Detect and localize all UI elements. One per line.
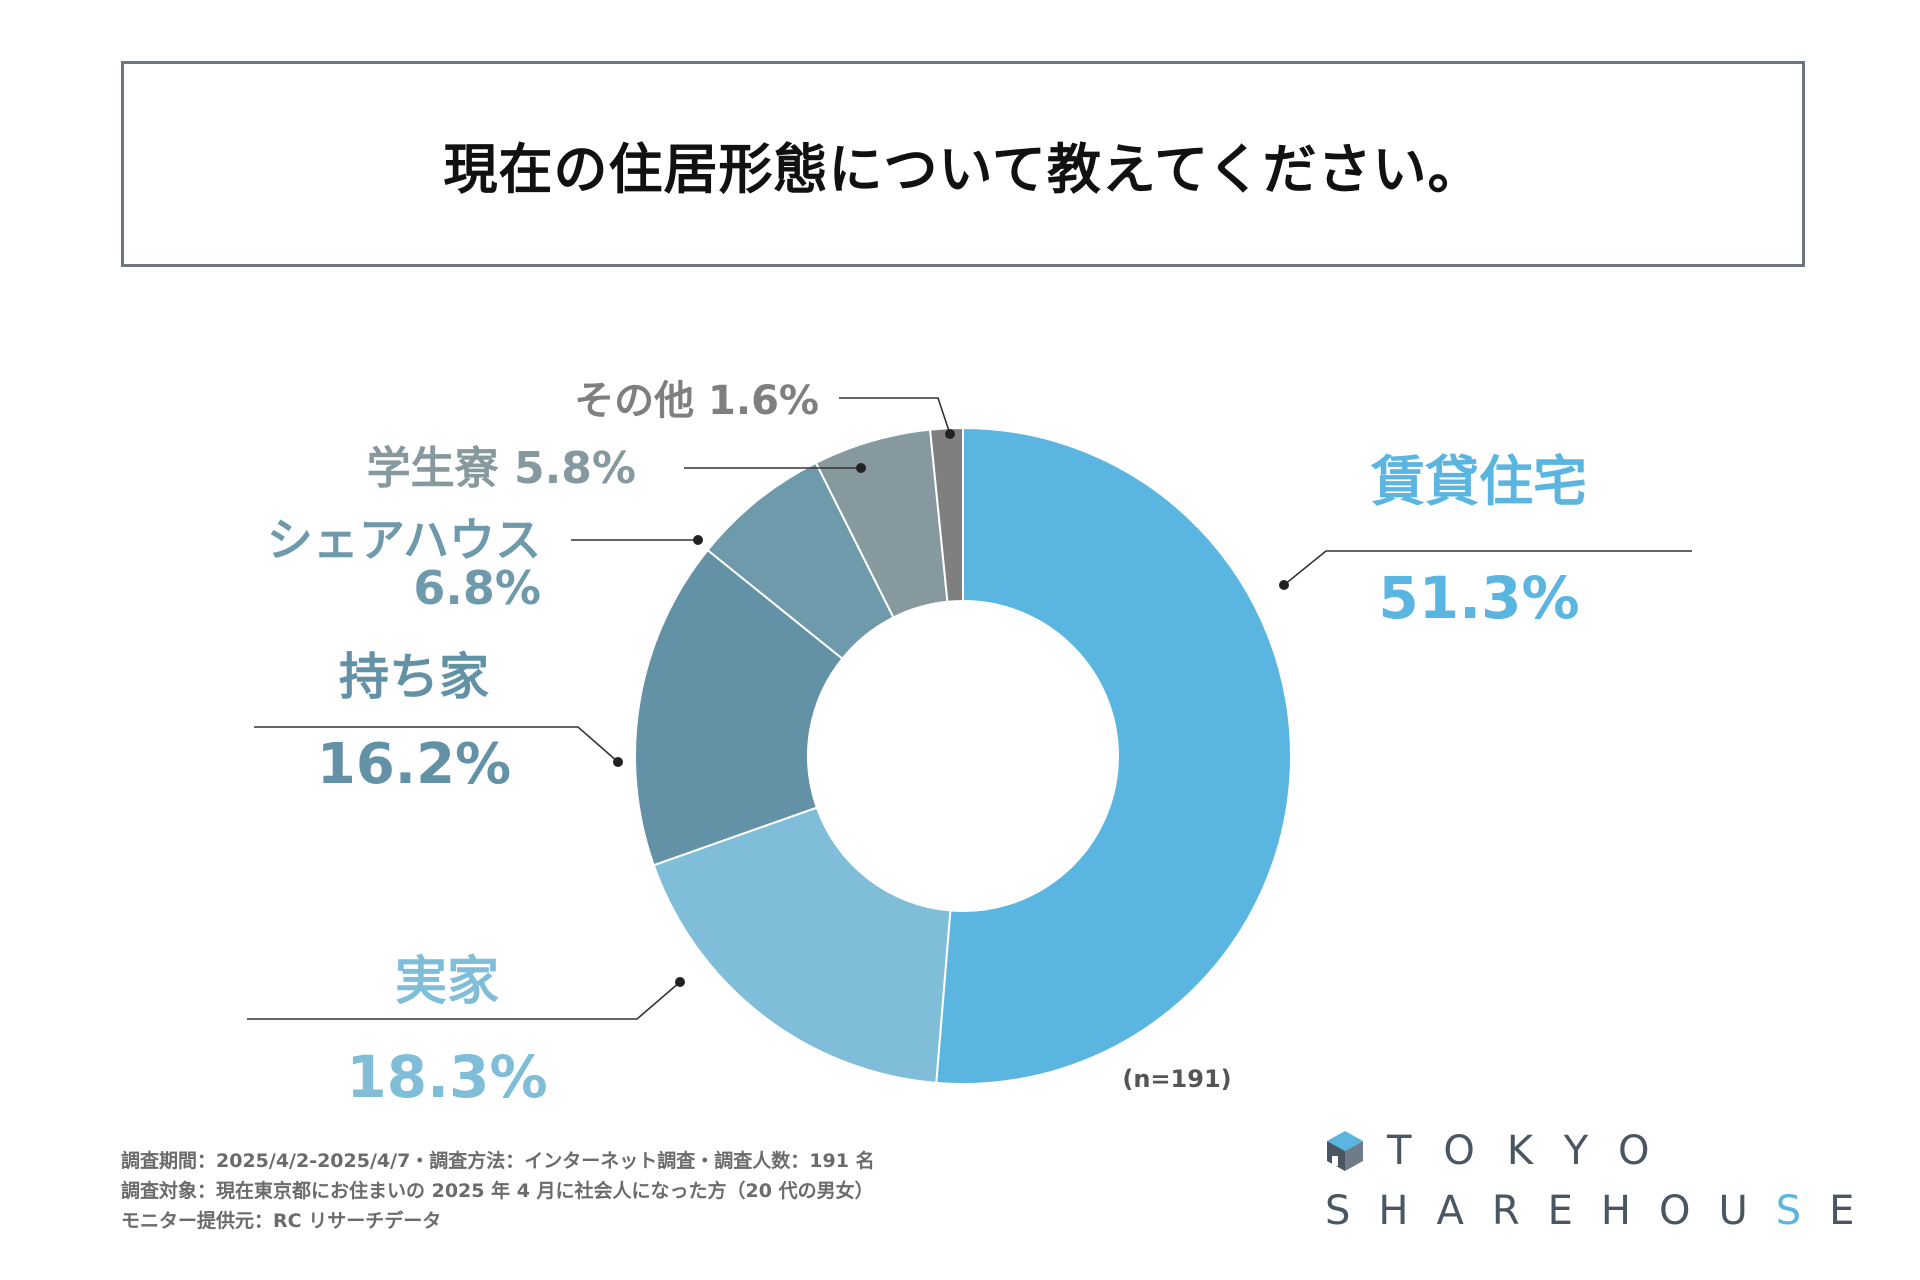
donut-slice-2 <box>634 548 844 867</box>
logo-word-sharehouse-accent: S <box>1775 1188 1830 1234</box>
slice-label-5: その他 1.6% <box>574 378 819 424</box>
leader-line-2 <box>254 726 619 763</box>
leader-line-5 <box>839 397 951 435</box>
leaders-layer <box>247 397 1692 1020</box>
slice-label-1: 実家 <box>395 952 499 1012</box>
leader-dot-0 <box>1279 580 1289 590</box>
leader-line-1 <box>247 981 681 1020</box>
footnote-provider: モニター提供元：RC リサーチデータ <box>121 1210 442 1232</box>
leader-line-0 <box>1283 550 1692 586</box>
footnote-period: 調査期間：2025/4/2-2025/4/7・調査方法：インターネット調査・調査… <box>121 1150 875 1172</box>
slice-value-1: 18.3% <box>346 1043 547 1111</box>
slice-label-4: 学生寮 5.8% <box>367 443 636 494</box>
tokyo-sharehouse-logo: TOKYO SHAREHOUSE <box>1325 1120 1854 1240</box>
leader-dot-5 <box>945 429 955 439</box>
logo-word-sharehouse: SHAREHOUSE <box>1325 1188 1882 1234</box>
chart-title: 現在の住居形態について教えてください。 <box>443 137 1483 201</box>
footnote-target: 調査対象：現在東京都にお住まいの 2025 年 4 月に社会人になった方（20 … <box>121 1180 874 1202</box>
footnotes: 調査期間：2025/4/2-2025/4/7・調査方法：インターネット調査・調査… <box>121 1146 875 1236</box>
leader-dot-4 <box>856 463 866 473</box>
logo-word-tokyo: TOKYO <box>1387 1128 1682 1174</box>
leader-dot-2 <box>613 757 623 767</box>
sample-size-note: (n=191) <box>1122 1065 1231 1093</box>
logo-word-sharehouse-part1: SHAREHOU <box>1325 1188 1776 1234</box>
slice-value-2: 16.2% <box>317 732 511 797</box>
slices-layer <box>634 426 1292 1085</box>
house-cube-icon <box>1327 1131 1363 1171</box>
slice-label-2: 持ち家 <box>339 648 489 706</box>
title-box: 現在の住居形態について教えてください。 <box>121 61 1805 267</box>
slice-value-0: 51.3% <box>1378 564 1579 632</box>
leader-dot-1 <box>675 977 685 987</box>
donut-slice-1 <box>652 806 952 1084</box>
slice-value-3: 6.8% <box>413 561 541 615</box>
logo-word-sharehouse-part2: E <box>1829 1188 1883 1234</box>
leader-dot-3 <box>693 535 703 545</box>
donut-slice-5 <box>928 426 964 603</box>
donut-slice-0 <box>935 426 1292 1085</box>
logo-top-row: TOKYO <box>1325 1126 1681 1176</box>
slice-label-0: 賃貸住宅 <box>1370 450 1587 513</box>
slice-label-3: シェアハウス <box>267 513 541 567</box>
